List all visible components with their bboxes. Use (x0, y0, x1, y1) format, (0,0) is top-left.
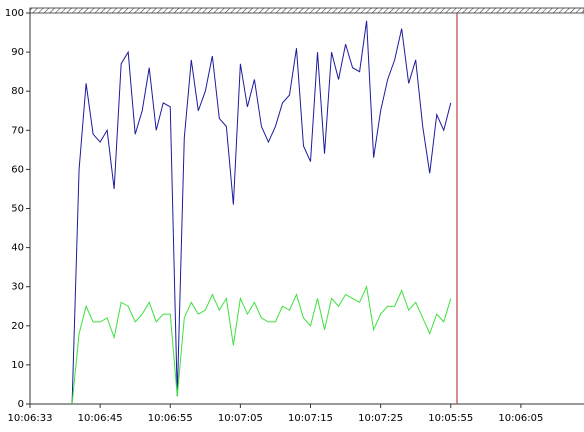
y-tick-label: 20 (11, 321, 24, 332)
y-tick-label: 30 (11, 282, 24, 293)
x-tick-label: 10:05:55 (428, 413, 473, 424)
y-tick-label: 40 (11, 243, 24, 254)
y-tick-label: 60 (11, 164, 24, 175)
y-tick-label: 100 (5, 8, 24, 19)
y-tick-label: 10 (11, 360, 24, 371)
series-line (71, 284, 452, 405)
x-tick-label: 10:07:05 (218, 413, 263, 424)
plot-area (30, 8, 584, 404)
y-tick-label: 0 (18, 399, 24, 410)
x-tick-label: 10:07:25 (358, 413, 403, 424)
y-tick-label: 70 (11, 125, 24, 136)
series-line (71, 20, 452, 405)
x-tick-label: 10:07:15 (288, 413, 333, 424)
x-tick-label: 10:06:55 (148, 413, 193, 424)
x-tick-label: 10:06:33 (8, 413, 53, 424)
x-tick-label: 10:06:05 (498, 413, 543, 424)
y-tick-label: 50 (11, 204, 24, 215)
x-tick-label: 10:06:45 (78, 413, 123, 424)
y-tick-label: 80 (11, 86, 24, 97)
y-tick-label: 90 (11, 47, 24, 58)
top-bar (29, 7, 584, 14)
